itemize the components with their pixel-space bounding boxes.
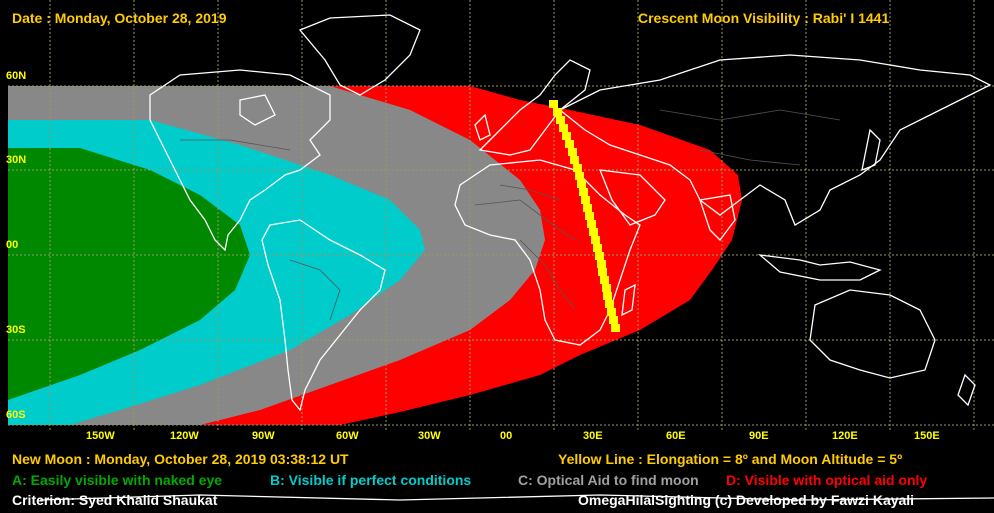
visibility-zones — [8, 86, 742, 425]
legend-c: C: Optical Aid to find moon — [518, 472, 699, 488]
legend-a: A: Easily visible with naked eye — [12, 472, 223, 488]
lon-label-150w: 150W — [86, 430, 115, 442]
lat-label-60s: 60S — [6, 409, 26, 421]
yellow-line-label: Yellow Line : Elongation = 8º and Moon A… — [558, 451, 903, 467]
lon-label-30e: 30E — [583, 430, 603, 442]
map-grid — [8, 0, 994, 430]
lat-label-30s: 30S — [6, 324, 26, 336]
lon-label-90e: 90E — [749, 430, 769, 442]
yellow-threshold-line — [549, 100, 620, 332]
lon-label-00: 00 — [500, 430, 513, 442]
date-label: Date : Monday, October 28, 2019 — [12, 10, 227, 26]
map-title: Crescent Moon Visibility : Rabi' I 1441 — [638, 10, 890, 26]
coastlines — [39, 14, 994, 501]
new-moon-label: New Moon : Monday, October 28, 2019 03:3… — [12, 451, 349, 467]
lon-label-90w: 90W — [252, 430, 275, 442]
country-borders — [180, 109, 841, 321]
lat-label-00: 00 — [6, 239, 19, 251]
lon-label-150e: 150E — [914, 430, 940, 442]
lat-label-60n: 60N — [6, 70, 27, 82]
lat-label-30n: 30N — [6, 154, 27, 166]
credit-label: OmegaHilalSighting (c) Developed by Fawz… — [578, 492, 915, 508]
lon-label-120w: 120W — [170, 430, 199, 442]
lon-label-60w: 60W — [336, 430, 359, 442]
lon-label-120e: 120E — [832, 430, 858, 442]
lon-label-60e: 60E — [666, 430, 686, 442]
legend-d: D: Visible with optical aid only — [726, 472, 928, 488]
lon-label-30w: 30W — [418, 430, 441, 442]
criterion-label: Criterion: Syed Khalid Shaukat — [12, 492, 218, 508]
legend-b: B: Visible if perfect conditions — [270, 472, 472, 488]
zone-a-green — [8, 148, 250, 400]
